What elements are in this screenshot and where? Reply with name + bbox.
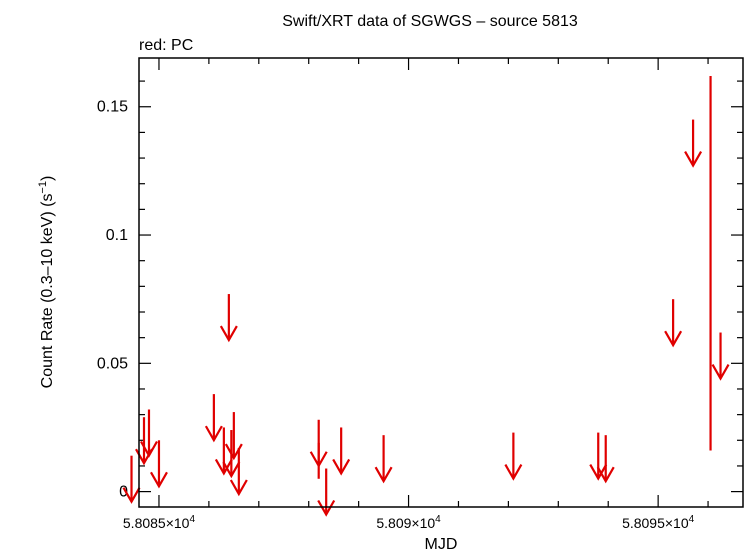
y-tick-label: 0 <box>119 484 128 501</box>
upper-limit-arrow <box>229 447 248 497</box>
x-tick-label: 5.8095×104 <box>622 514 695 531</box>
upper-limit-arrow <box>122 455 141 504</box>
upper-limit-head <box>711 363 730 381</box>
y-axis-label: Count Rate (0.3–10 keV) (s−1) <box>37 176 56 389</box>
x-tick-label-mantissa: 5.809×10 <box>376 515 435 531</box>
x-axis-label: MJD <box>425 536 458 553</box>
upper-limit-head <box>374 466 393 484</box>
y-axis-label-main: Count Rate (0.3–10 keV) (s <box>39 194 56 389</box>
upper-limit-arrow <box>140 409 158 458</box>
upper-limit-arrow <box>596 435 615 484</box>
upper-limit-head <box>589 464 608 481</box>
upper-limit-head <box>122 487 141 504</box>
axis-ticks <box>139 58 743 507</box>
chart-subtitle: red: PC <box>139 37 193 54</box>
upper-limit-head <box>214 458 233 476</box>
y-axis-label-sup: −1 <box>37 181 49 194</box>
x-tick-label: 5.809×104 <box>376 514 441 531</box>
upper-limit-head <box>219 325 238 343</box>
upper-limit-head <box>664 330 683 348</box>
upper-limit-arrow <box>219 294 238 343</box>
upper-limit-arrow <box>374 435 393 484</box>
upper-limit-arrow <box>204 394 223 443</box>
upper-limit-head <box>150 471 168 489</box>
upper-limit-head <box>140 440 158 458</box>
upper-limit-arrow <box>684 119 703 168</box>
y-tick-label: 0.1 <box>106 227 128 244</box>
upper-limit-arrow <box>332 427 351 476</box>
upper-limit-head <box>504 464 523 481</box>
upper-limit-head <box>222 461 241 479</box>
upper-limit-head <box>229 479 248 497</box>
upper-limit-arrow <box>214 427 233 476</box>
x-tick-labels: 5.8085×104 5.809×104 5.8095×104 <box>123 514 695 531</box>
plot-frame <box>138 57 744 508</box>
y-tick-labels: 0 0.05 0.1 0.15 <box>97 99 128 501</box>
x-tick-label-exponent: 4 <box>189 514 195 525</box>
upper-limit-arrow <box>664 299 683 348</box>
chart-title: Swift/XRT data of SGWGS – source 5813 <box>282 13 578 30</box>
upper-limit-arrow <box>504 432 523 481</box>
y-tick-label: 0.15 <box>97 99 128 116</box>
y-axis-label-end: ) <box>39 176 56 181</box>
data-marks <box>122 75 730 517</box>
upper-limit-head <box>596 466 615 484</box>
upper-limit-arrow <box>711 332 730 381</box>
upper-limit-head <box>317 499 336 517</box>
x-tick-label-mantissa: 5.8085×10 <box>123 515 190 531</box>
x-tick-label-exponent: 4 <box>435 514 441 525</box>
upper-limit-head <box>332 458 351 476</box>
upper-limit-arrow <box>150 440 168 489</box>
upper-limit-head <box>204 425 223 443</box>
upper-limit-head <box>684 151 703 168</box>
x-tick-label-exponent: 4 <box>689 514 695 525</box>
y-tick-label: 0.05 <box>97 355 128 372</box>
upper-limit-arrow <box>589 432 608 481</box>
x-tick-label: 5.8085×104 <box>123 514 196 531</box>
x-tick-label-mantissa: 5.8095×10 <box>622 515 689 531</box>
